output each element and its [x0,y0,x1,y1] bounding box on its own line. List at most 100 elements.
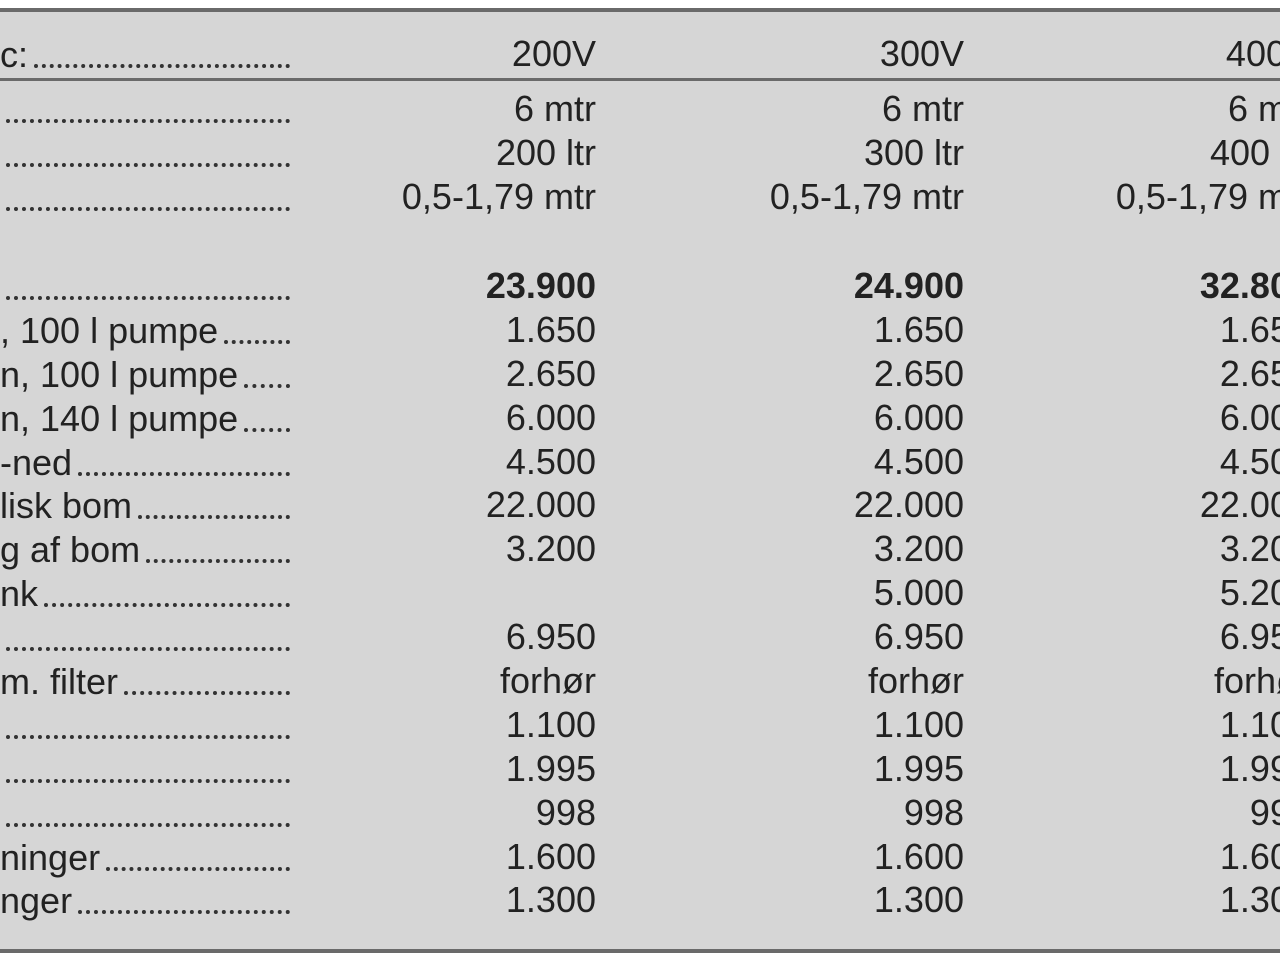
row-label [0,791,290,835]
row-label: -ned [0,440,290,484]
price-cell: 998 [903,792,964,833]
leader-dots [6,779,290,783]
row-label: nk [0,571,290,615]
label-text: n, 100 l pumpe [0,354,239,395]
price-cell: forhør [867,660,964,701]
row-label: n, 100 l pumpe [0,352,290,396]
leader-dots [124,691,290,695]
price-cell: 6 mtr [881,88,964,129]
label-text: c: [0,34,29,75]
price-cell: 24.900 [853,265,964,306]
label-text: nk [0,573,39,614]
price-cell: 1.650 [505,309,596,350]
price-cell: 1.300 [873,879,964,920]
price-cell: 1.300 [505,879,596,920]
price-cell: 6 mtr [1227,88,1280,129]
row-label: lisk bom [0,483,290,527]
label-text: m. filter [0,661,119,702]
price-cell: 3.200 [1219,528,1280,569]
price-cell: 1.995 [505,748,596,789]
leader-dots [6,823,290,827]
leader-dots [44,603,290,607]
row-label [0,87,290,131]
row-label [0,175,290,219]
row-label: nger [0,878,290,922]
label-text: -ned [0,442,73,483]
price-cell: 4.500 [505,441,596,482]
price-cell: 400 ltr [1209,132,1280,173]
price-cell: 2.650 [873,353,964,394]
label-text: lisk bom [0,485,133,526]
price-cell: 6.000 [505,397,596,438]
price-cell: 5.200 [1219,572,1280,613]
price-cell: 6.000 [873,397,964,438]
price-cell: forhør [499,660,596,701]
leader-dots [78,910,290,914]
leader-dots [244,428,290,432]
leader-dots [6,735,290,739]
leader-dots [78,472,290,476]
leader-dots [146,559,290,563]
price-cell: 0,5-1,79 mtr [1115,176,1280,217]
label-text: ninger [0,837,101,878]
price-cell: 300 ltr [863,132,964,173]
price-cell: 1.100 [505,704,596,745]
price-cell: 1.995 [1219,748,1280,789]
price-cell: 2.650 [505,353,596,394]
price-cell: 1.650 [873,309,964,350]
leader-dots [6,296,290,300]
column-header: 400V [1225,33,1280,74]
row-label [0,747,290,791]
row-label: m. filter [0,659,290,703]
price-cell: 3.200 [505,528,596,569]
price-cell: 200 ltr [495,132,596,173]
label-text: , 100 l pumpe [0,310,219,351]
price-cell: 1.100 [873,704,964,745]
price-cell: 23.900 [485,265,596,306]
price-cell: 1.600 [873,836,964,877]
leader-dots [6,647,290,651]
price-cell: 998 [535,792,596,833]
column-header: 200V [511,33,596,74]
price-cell: 0,5-1,79 mtr [401,176,596,217]
leader-dots [138,515,290,519]
label-text: nger [0,880,73,921]
header-label: c: [0,32,290,76]
price-cell: 32.800 [1199,265,1280,306]
row-label [0,615,290,659]
row-label [0,264,290,308]
price-cell: 1.600 [1219,836,1280,877]
leader-dots [224,340,290,344]
price-cell: 22.000 [1199,484,1280,525]
leader-dots [6,163,290,167]
row-label [0,703,290,747]
leader-dots [106,867,290,871]
label-text: g af bom [0,529,141,570]
price-cell: 3.200 [873,528,964,569]
leader-dots [34,64,290,68]
row-label [0,131,290,175]
header-rule [0,78,1280,81]
price-cell: 4.500 [1219,441,1280,482]
price-cell: 1.600 [505,836,596,877]
price-cell: 6.950 [1219,616,1280,657]
leader-dots [244,384,290,388]
price-cell: 1.100 [1219,704,1280,745]
price-cell: 998 [1249,792,1280,833]
leader-dots [6,207,290,211]
price-cell: 6.950 [505,616,596,657]
price-cell: 6 mtr [513,88,596,129]
price-cell: 1.650 [1219,309,1280,350]
price-cell: 1.995 [873,748,964,789]
label-text: n, 140 l pumpe [0,398,239,439]
price-cell: forhør [1213,660,1280,701]
price-cell: 6.950 [873,616,964,657]
row-label: ninger [0,835,290,879]
row-label: n, 140 l pumpe [0,396,290,440]
price-cell: 6.000 [1219,397,1280,438]
row-label: , 100 l pumpe [0,308,290,352]
price-cell: 4.500 [873,441,964,482]
price-cell: 22.000 [485,484,596,525]
price-cell: 2.650 [1219,353,1280,394]
